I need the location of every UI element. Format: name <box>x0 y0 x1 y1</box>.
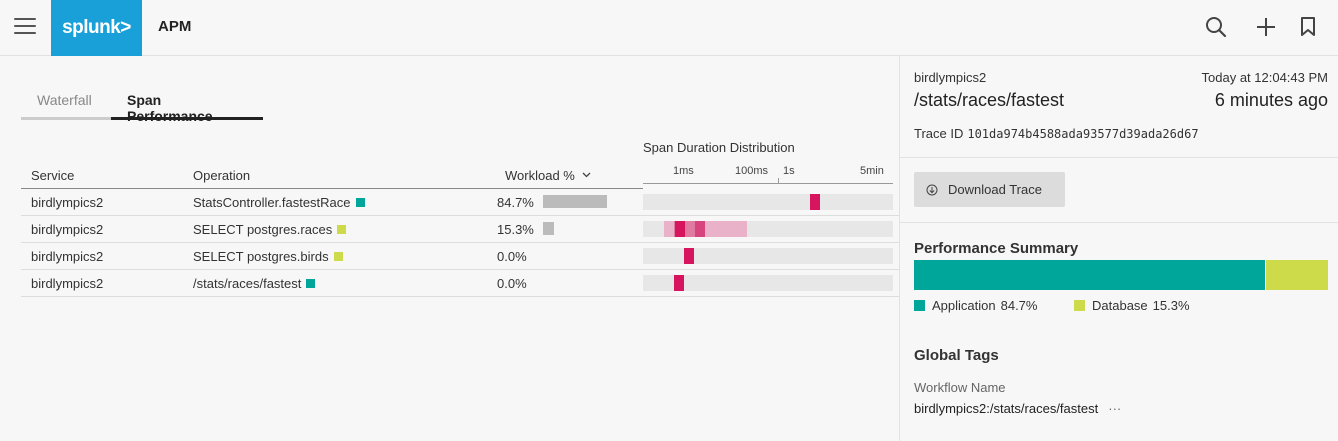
axis-label-100ms: 100ms <box>735 165 769 177</box>
performance-bar <box>914 260 1328 290</box>
download-trace-label: Download Trace <box>948 182 1042 197</box>
more-options-icon[interactable]: ··· <box>1108 401 1122 416</box>
global-tags-title: Global Tags <box>914 347 999 364</box>
legend-color-swatch <box>1074 300 1085 311</box>
trace-id-label: Trace ID <box>914 126 964 141</box>
row-divider <box>21 296 899 297</box>
header-divider <box>21 188 643 189</box>
operation-cell: StatsController.fastestRace <box>193 195 365 210</box>
performance-segment-database <box>1264 260 1328 290</box>
tab-span-performance[interactable]: Span Performance <box>111 92 263 124</box>
service-color-marker <box>355 198 365 207</box>
legend-pct: 84.7% <box>1000 298 1038 313</box>
main-panel: Waterfall Span Performance Span Duration… <box>0 56 899 441</box>
tab-waterfall[interactable]: Waterfall <box>21 92 111 120</box>
splunk-logo[interactable]: splunk> <box>51 0 142 56</box>
operation-cell: SELECT postgres.birds <box>193 249 343 264</box>
legend-color-swatch <box>914 300 925 311</box>
axis-label-5min: 5min <box>860 165 884 177</box>
column-header-workload[interactable]: Workload % <box>505 168 591 183</box>
distribution-mark <box>695 221 705 237</box>
service-color-marker <box>337 225 347 234</box>
operation-label: /stats/races/fastest <box>193 276 302 291</box>
trace-relative-time: 6 minutes ago <box>1214 90 1328 110</box>
column-header-service[interactable]: Service <box>31 168 75 183</box>
distribution-mark <box>675 221 685 237</box>
service-color-marker <box>306 279 316 288</box>
section-divider <box>900 222 1338 223</box>
performance-segment-application <box>914 260 1265 290</box>
workload-cell: 15.3% <box>497 222 534 237</box>
trace-id-value: 101da974b4588ada93577d39ada26d67 <box>967 127 1199 141</box>
workload-bar <box>543 222 554 235</box>
service-cell: birdlympics2 <box>31 276 104 291</box>
distribution-track <box>643 275 893 291</box>
table-row[interactable]: birdlympics2 SELECT postgres.birds 0.0% <box>21 243 899 270</box>
row-divider <box>21 242 899 243</box>
distribution-mark <box>810 194 820 210</box>
workflow-name-value: birdlympics2:/stats/races/fastest ··· <box>914 401 1121 416</box>
trace-timestamp: Today at 12:04:43 PM <box>1201 70 1328 85</box>
distribution-mark <box>684 248 694 264</box>
service-cell: birdlympics2 <box>31 249 104 264</box>
workload-cell: 0.0% <box>497 249 527 264</box>
chevron-down-icon <box>583 172 591 178</box>
download-icon <box>926 184 938 195</box>
legend-database: Database 15.3% <box>1074 298 1190 313</box>
workload-cell: 0.0% <box>497 276 527 291</box>
service-cell: birdlympics2 <box>31 222 104 237</box>
operation-label: SELECT postgres.birds <box>193 249 329 264</box>
legend-name: Application <box>932 298 996 313</box>
distribution-title: Span Duration Distribution <box>643 140 795 155</box>
service-color-marker <box>333 252 343 261</box>
distribution-track <box>643 248 893 264</box>
legend-pct: 15.3% <box>1152 298 1190 313</box>
axis-label-1s: 1s <box>783 165 795 177</box>
trace-details-panel: birdlympics2 /stats/races/fastest Today … <box>900 56 1338 441</box>
distribution-track <box>643 194 893 210</box>
legend-name: Database <box>1092 298 1148 313</box>
operation-cell: SELECT postgres.races <box>193 222 347 237</box>
row-divider <box>21 215 899 216</box>
workload-header-label: Workload % <box>505 168 575 183</box>
distribution-axis: 1ms 100ms 1s 5min <box>643 164 893 184</box>
table-row[interactable]: birdlympics2 SELECT postgres.races 15.3% <box>21 216 899 243</box>
search-icon[interactable] <box>1203 14 1229 40</box>
table-row[interactable]: birdlympics2 /stats/races/fastest 0.0% <box>21 270 899 297</box>
section-divider <box>900 157 1338 158</box>
service-cell: birdlympics2 <box>31 195 104 210</box>
top-bar: splunk> APM <box>0 0 1338 56</box>
performance-summary-title: Performance Summary <box>914 240 1079 257</box>
plus-icon[interactable] <box>1253 14 1279 40</box>
panel-divider <box>899 56 900 441</box>
trace-id: Trace ID 101da974b4588ada93577d39ada26d67 <box>914 126 1199 141</box>
download-trace-button[interactable]: Download Trace <box>914 172 1065 207</box>
row-divider <box>21 269 899 270</box>
bookmark-icon[interactable] <box>1295 14 1321 40</box>
workflow-name-text: birdlympics2:/stats/races/fastest <box>914 401 1099 416</box>
tab-bar: Waterfall Span Performance <box>21 92 263 124</box>
trace-operation: /stats/races/fastest <box>914 90 1065 110</box>
app-title: APM <box>158 18 192 35</box>
axis-tick <box>778 178 779 184</box>
workload-bar <box>543 195 607 208</box>
operation-cell: /stats/races/fastest <box>193 276 316 291</box>
table-row[interactable]: birdlympics2 StatsController.fastestRace… <box>21 189 899 216</box>
legend-application: Application 84.7% <box>914 298 1037 313</box>
column-header-operation[interactable]: Operation <box>193 168 251 183</box>
operation-label: StatsController.fastestRace <box>193 195 351 210</box>
distribution-mark <box>674 275 684 291</box>
axis-label-1ms: 1ms <box>673 165 694 177</box>
menu-icon[interactable] <box>14 18 36 36</box>
operation-label: SELECT postgres.races <box>193 222 333 237</box>
workload-cell: 84.7% <box>497 195 534 210</box>
trace-service: birdlympics2 <box>914 70 987 85</box>
distribution-track <box>643 221 893 237</box>
workflow-name-label: Workflow Name <box>914 380 1006 395</box>
